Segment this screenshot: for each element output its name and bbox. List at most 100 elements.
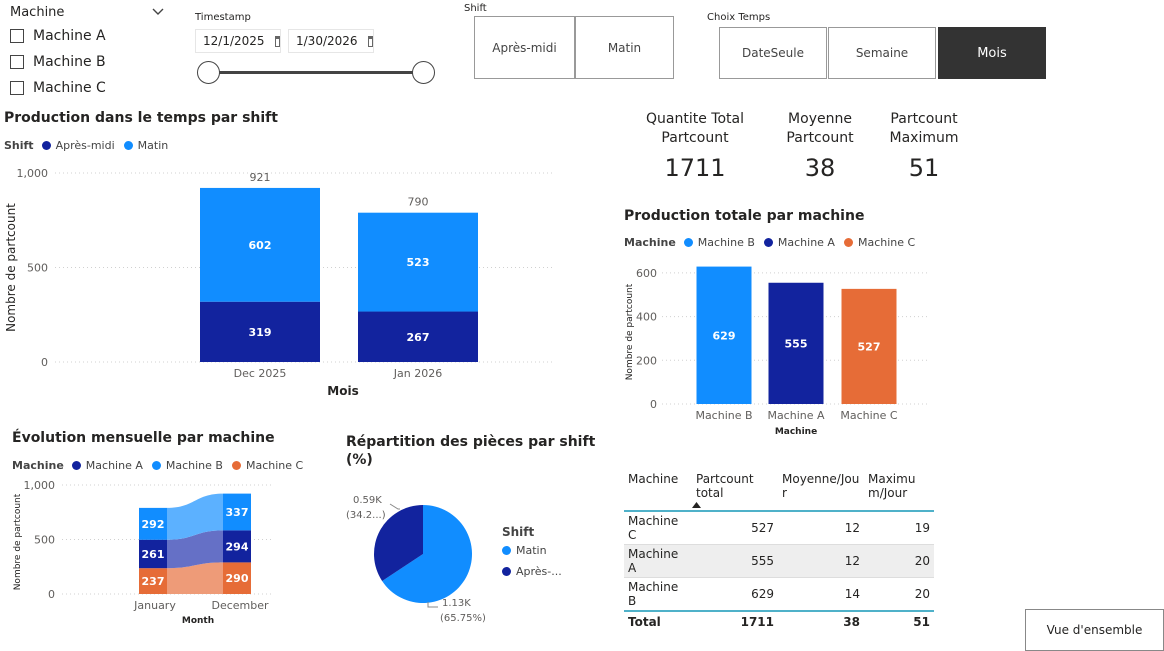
end-date-input[interactable]: 1/30/2026	[288, 29, 374, 53]
table-row[interactable]: Machine B 629 14 20	[624, 578, 934, 611]
bar-segment	[358, 311, 478, 362]
data-label: 237	[142, 575, 165, 588]
calendar-icon[interactable]	[274, 35, 280, 47]
table-cell: 12	[844, 554, 860, 568]
choix-temps-title: Choix Temps	[707, 12, 771, 23]
calendar-icon[interactable]	[367, 35, 373, 47]
legend-item-machine-b[interactable]: Machine B	[165, 459, 223, 472]
table-cell: 19	[914, 521, 930, 535]
kpi-value: 51	[908, 154, 940, 182]
time-tile-label: Mois	[977, 45, 1007, 61]
kpi-value: 1711	[664, 154, 726, 182]
table-cell: 51	[913, 614, 930, 629]
legend-title: Shift	[502, 525, 535, 539]
checkbox[interactable]	[10, 55, 24, 69]
range-handle-end[interactable]	[412, 61, 435, 84]
machine-slicer: Machine Machine A Machine B Machine C	[10, 3, 165, 101]
pie-legend: Shift Matin Après-...	[502, 525, 562, 578]
table-cell: 14	[844, 587, 860, 601]
y-tick-label: 0	[41, 356, 48, 369]
table-cell: 555	[751, 554, 774, 568]
table-cell: Machine B	[628, 580, 679, 608]
legend-item-machine-b[interactable]: Machine B	[697, 236, 755, 249]
legend-dot	[71, 461, 81, 470]
legend-item-machine-c[interactable]: Machine C	[857, 236, 916, 249]
data-label: (65.75%)	[440, 613, 486, 624]
y-tick-label: 0	[48, 588, 55, 601]
y-axis-label: Nombre de partcount	[13, 493, 23, 590]
legend-item-machine-a[interactable]: Machine A	[85, 459, 143, 472]
kpi-label: Partcount	[661, 130, 729, 146]
range-handle-start[interactable]	[197, 61, 220, 84]
kpi-label: Moyenne	[788, 111, 852, 127]
table-cell: 12	[844, 521, 860, 535]
machine-option-b[interactable]: Machine B	[10, 49, 165, 75]
legend-item-matin[interactable]: Matin	[137, 139, 169, 152]
y-tick-label: 500	[27, 262, 48, 275]
bar-segment	[223, 530, 251, 563]
shift-tile-matin[interactable]: Matin	[575, 16, 674, 79]
data-label: 292	[142, 518, 165, 531]
ribbon	[167, 493, 223, 540]
legend-dot	[763, 238, 773, 247]
legend-dot	[231, 461, 241, 470]
legend-title: Machine	[12, 459, 64, 472]
data-label: 261	[142, 548, 165, 561]
x-axis-label: Machine	[775, 427, 817, 437]
checkbox[interactable]	[10, 81, 24, 95]
legend-item-machine-c[interactable]: Machine C	[245, 459, 304, 472]
kpi-card-total: Quantite Total Partcount 1711	[640, 110, 750, 182]
table-header-sorted[interactable]: Partcount total	[692, 469, 778, 511]
timestamp-title: Timestamp	[195, 12, 251, 23]
shift-tile-apres-midi[interactable]: Après-midi	[474, 16, 575, 79]
data-label: 290	[226, 572, 249, 585]
legend-dot	[502, 567, 511, 576]
kpi-label: Quantite Total	[646, 111, 744, 127]
vue-ensemble-button[interactable]: Vue d'ensemble	[1025, 609, 1164, 651]
data-label: 602	[249, 239, 272, 252]
table-cell: Machine A	[628, 547, 679, 575]
bar-segment	[139, 568, 167, 594]
kpi-card-maximum: Partcount Maximum 51	[874, 110, 974, 182]
machine-option-a[interactable]: Machine A	[10, 23, 165, 49]
legend-dot	[41, 141, 51, 150]
legend-item-apres-midi[interactable]: Après-...	[516, 565, 562, 578]
pie-slice	[382, 505, 472, 603]
table-cell: 38	[843, 614, 860, 629]
table-row[interactable]: Machine A 555 12 20	[624, 544, 934, 578]
legend-item-matin[interactable]: Matin	[516, 544, 547, 557]
x-tick-label: Machine B	[695, 409, 752, 422]
table-total-row: Total 1711 38 51	[624, 611, 934, 631]
legend-item-apres-midi[interactable]: Après-midi	[55, 139, 115, 152]
machine-option-c[interactable]: Machine C	[10, 75, 165, 101]
data-label: (34.2...)	[346, 510, 386, 521]
y-tick-label: 500	[34, 534, 55, 547]
legend-item-machine-a[interactable]: Machine A	[777, 236, 835, 249]
kpi-value: 38	[804, 154, 836, 182]
table-cell: 20	[914, 554, 930, 568]
chevron-down-icon[interactable]	[151, 7, 165, 17]
checkbox[interactable]	[10, 29, 24, 43]
bar-segment	[139, 507, 167, 540]
table-header[interactable]: Machine	[628, 472, 679, 486]
start-date-input[interactable]: 12/1/2025	[195, 29, 281, 53]
leader-line	[427, 602, 438, 608]
kpi-label: Partcount	[786, 130, 854, 146]
time-tile-semaine[interactable]: Semaine	[828, 27, 936, 79]
table-cell: 1711	[740, 614, 774, 629]
chart3-title: Évolution mensuelle par machine	[12, 430, 275, 446]
table-header[interactable]: Maximum/Jour	[868, 472, 916, 500]
machine-slicer-title: Machine	[10, 4, 65, 20]
x-tick-label: January	[133, 599, 176, 612]
time-tile-mois[interactable]: Mois	[938, 27, 1046, 79]
table-header[interactable]: Moyenne/Jour	[782, 472, 860, 500]
legend-dot	[683, 238, 693, 247]
shift-tile-label: Matin	[607, 40, 642, 55]
legend-dot	[843, 238, 853, 247]
y-tick-label: 1,000	[17, 167, 49, 180]
chart1-legend: Shift Après-midi Matin	[4, 139, 168, 152]
bar	[696, 266, 752, 404]
table-row[interactable]: Machine C 527 12 19	[624, 511, 934, 545]
time-tile-dateseule[interactable]: DateSeule	[719, 27, 827, 79]
